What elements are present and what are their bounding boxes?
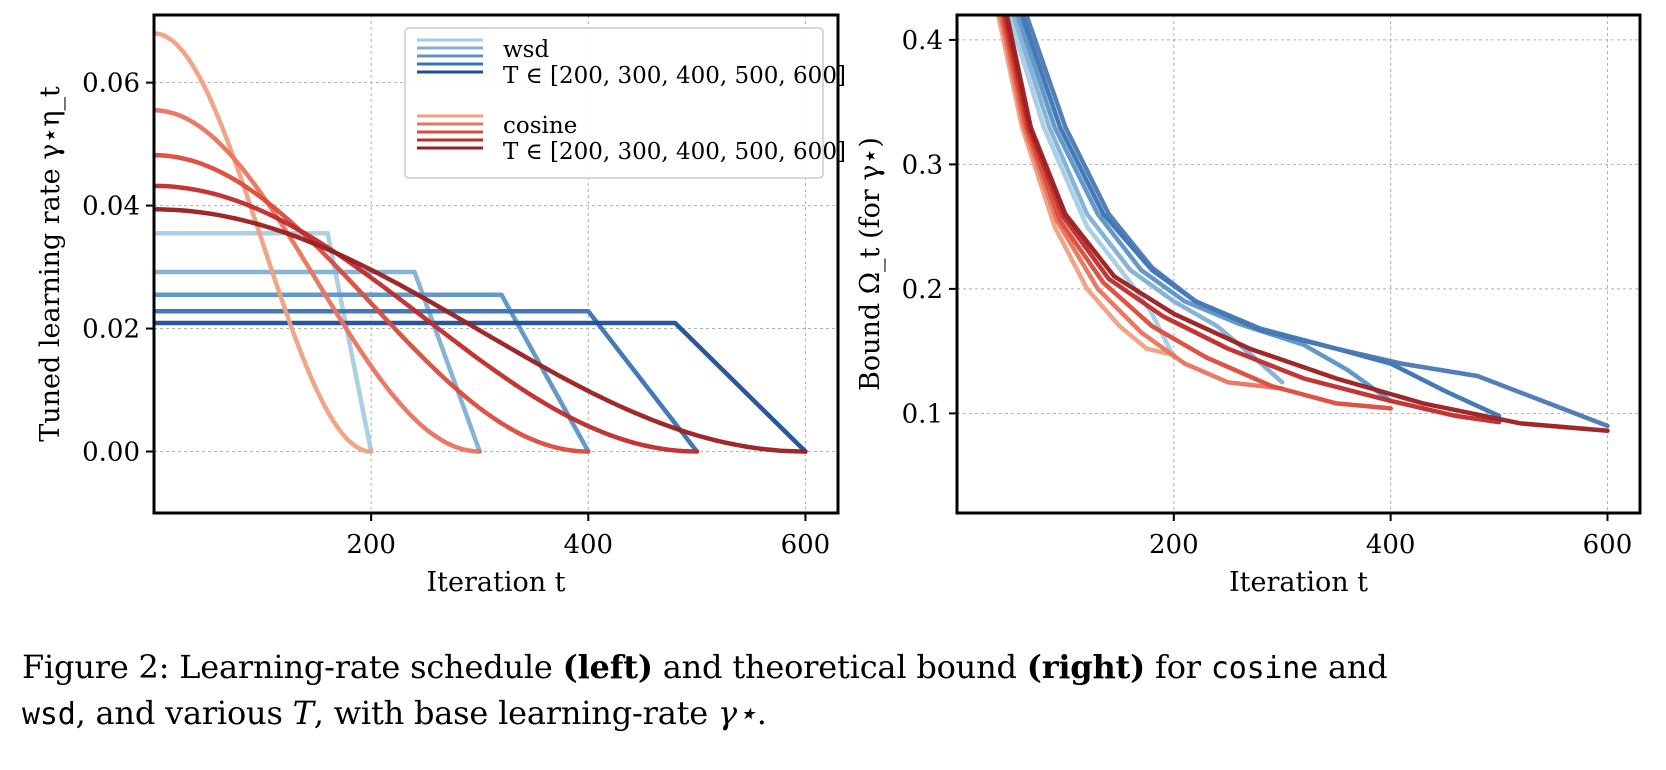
left-chart: 200 400 600 0.00 0.02 0.04 0.06 Iteration t Tune…: [35, 13, 846, 598]
series-line-wsd-T400: [1015, 15, 1393, 404]
series-line-wsd-T300: [154, 269, 482, 454]
figure: 200 400 600 0.00 0.02 0.04 0.06 Iteration t Tune…: [35, 13, 1642, 598]
caption-mid: and theoretical bound: [652, 648, 1027, 686]
series-line-wsd-T200: [154, 231, 374, 454]
series-line-wsd-T600: [1024, 15, 1610, 429]
x-tick-label: 400: [1366, 530, 1416, 560]
figure-caption: Figure 2: Learning-rate schedule (left) …: [22, 645, 1662, 737]
y-axis-label: Tuned learning rate γ⋆η_t: [35, 86, 66, 442]
series-line-cosine-T300: [154, 108, 482, 454]
series-line-wsd-T200: [1006, 15, 1177, 360]
legend-label-cosine: cosine: [503, 113, 577, 139]
x-tick-label: 600: [1583, 530, 1633, 560]
caption-cosine-code: cosine: [1210, 651, 1319, 686]
series-line-cosine-T500: [1002, 15, 1502, 425]
legend-box: [404, 27, 824, 179]
y-tick-label: 0.06: [82, 69, 140, 99]
x-tick-label: 400: [563, 530, 613, 560]
caption-gamma: γ⋆: [717, 694, 757, 732]
caption-and: and: [1318, 648, 1388, 686]
series-line-cosine-T400: [154, 152, 591, 454]
series-line-wsd-T300: [1011, 15, 1285, 385]
series-group: [154, 31, 808, 454]
caption-rest-2: , with base learning-rate: [313, 694, 718, 732]
x-tick-label: 600: [781, 530, 831, 560]
x-tick-label: 200: [1149, 530, 1199, 560]
caption-wsd-code: wsd: [22, 697, 76, 732]
series-line-cosine-T600: [154, 207, 808, 454]
x-axis-label: Iteration t: [1229, 567, 1368, 598]
series-line-cosine-T500: [154, 183, 700, 454]
x-axis-label: Iteration t: [426, 567, 565, 598]
series-line-wsd-T600: [154, 320, 808, 454]
y-tick-label: 0.2: [902, 275, 943, 305]
legend-range-wsd: T ∈ [200, 300, 400, 500, 600]: [503, 63, 846, 89]
series-line-wsd-T400: [154, 292, 591, 454]
y-tick-label: 0.3: [902, 150, 943, 180]
caption-prefix: Figure 2: Learning-rate schedule: [22, 648, 563, 686]
legend-range-cosine: T ∈ [200, 300, 400, 500, 600]: [503, 139, 846, 165]
series-line-cosine-T200: [154, 31, 374, 454]
caption-right-bold: (right): [1026, 648, 1146, 686]
y-tick-label: 0.1: [902, 399, 943, 429]
caption-rest-1: , and various: [75, 694, 293, 732]
caption-left-bold: (left): [562, 648, 653, 686]
caption-period: .: [756, 694, 767, 732]
series-line-cosine-T600: [1004, 15, 1610, 434]
caption-line-2: wsd, and various T, with base learning-r…: [22, 691, 1662, 737]
right-chart: 200 400 600 0.1 0.2 0.3 0.4 Iteration t Bound Ω_…: [855, 13, 1642, 598]
caption-T: T: [292, 694, 314, 732]
caption-for: for: [1145, 648, 1211, 686]
plot-frame: [152, 13, 840, 515]
y-tick-label: 0.4: [902, 26, 943, 56]
legend-label-wsd: wsd: [503, 37, 549, 63]
y-axis-label: Bound Ω_t (for γ⋆): [855, 137, 886, 391]
y-tick-label: 0.02: [82, 315, 140, 345]
x-tick-label: 200: [346, 530, 396, 560]
series-line-wsd-T500: [1019, 15, 1502, 419]
y-tick-label: 0.00: [82, 438, 140, 468]
plot-frame: [955, 13, 1642, 515]
series-group: [995, 15, 1610, 434]
series-line-wsd-T500: [154, 309, 700, 454]
y-tick-label: 0.04: [82, 192, 140, 222]
series-line-cosine-T400: [1000, 15, 1393, 411]
caption-line-1: Figure 2: Learning-rate schedule (left) …: [22, 645, 1662, 691]
